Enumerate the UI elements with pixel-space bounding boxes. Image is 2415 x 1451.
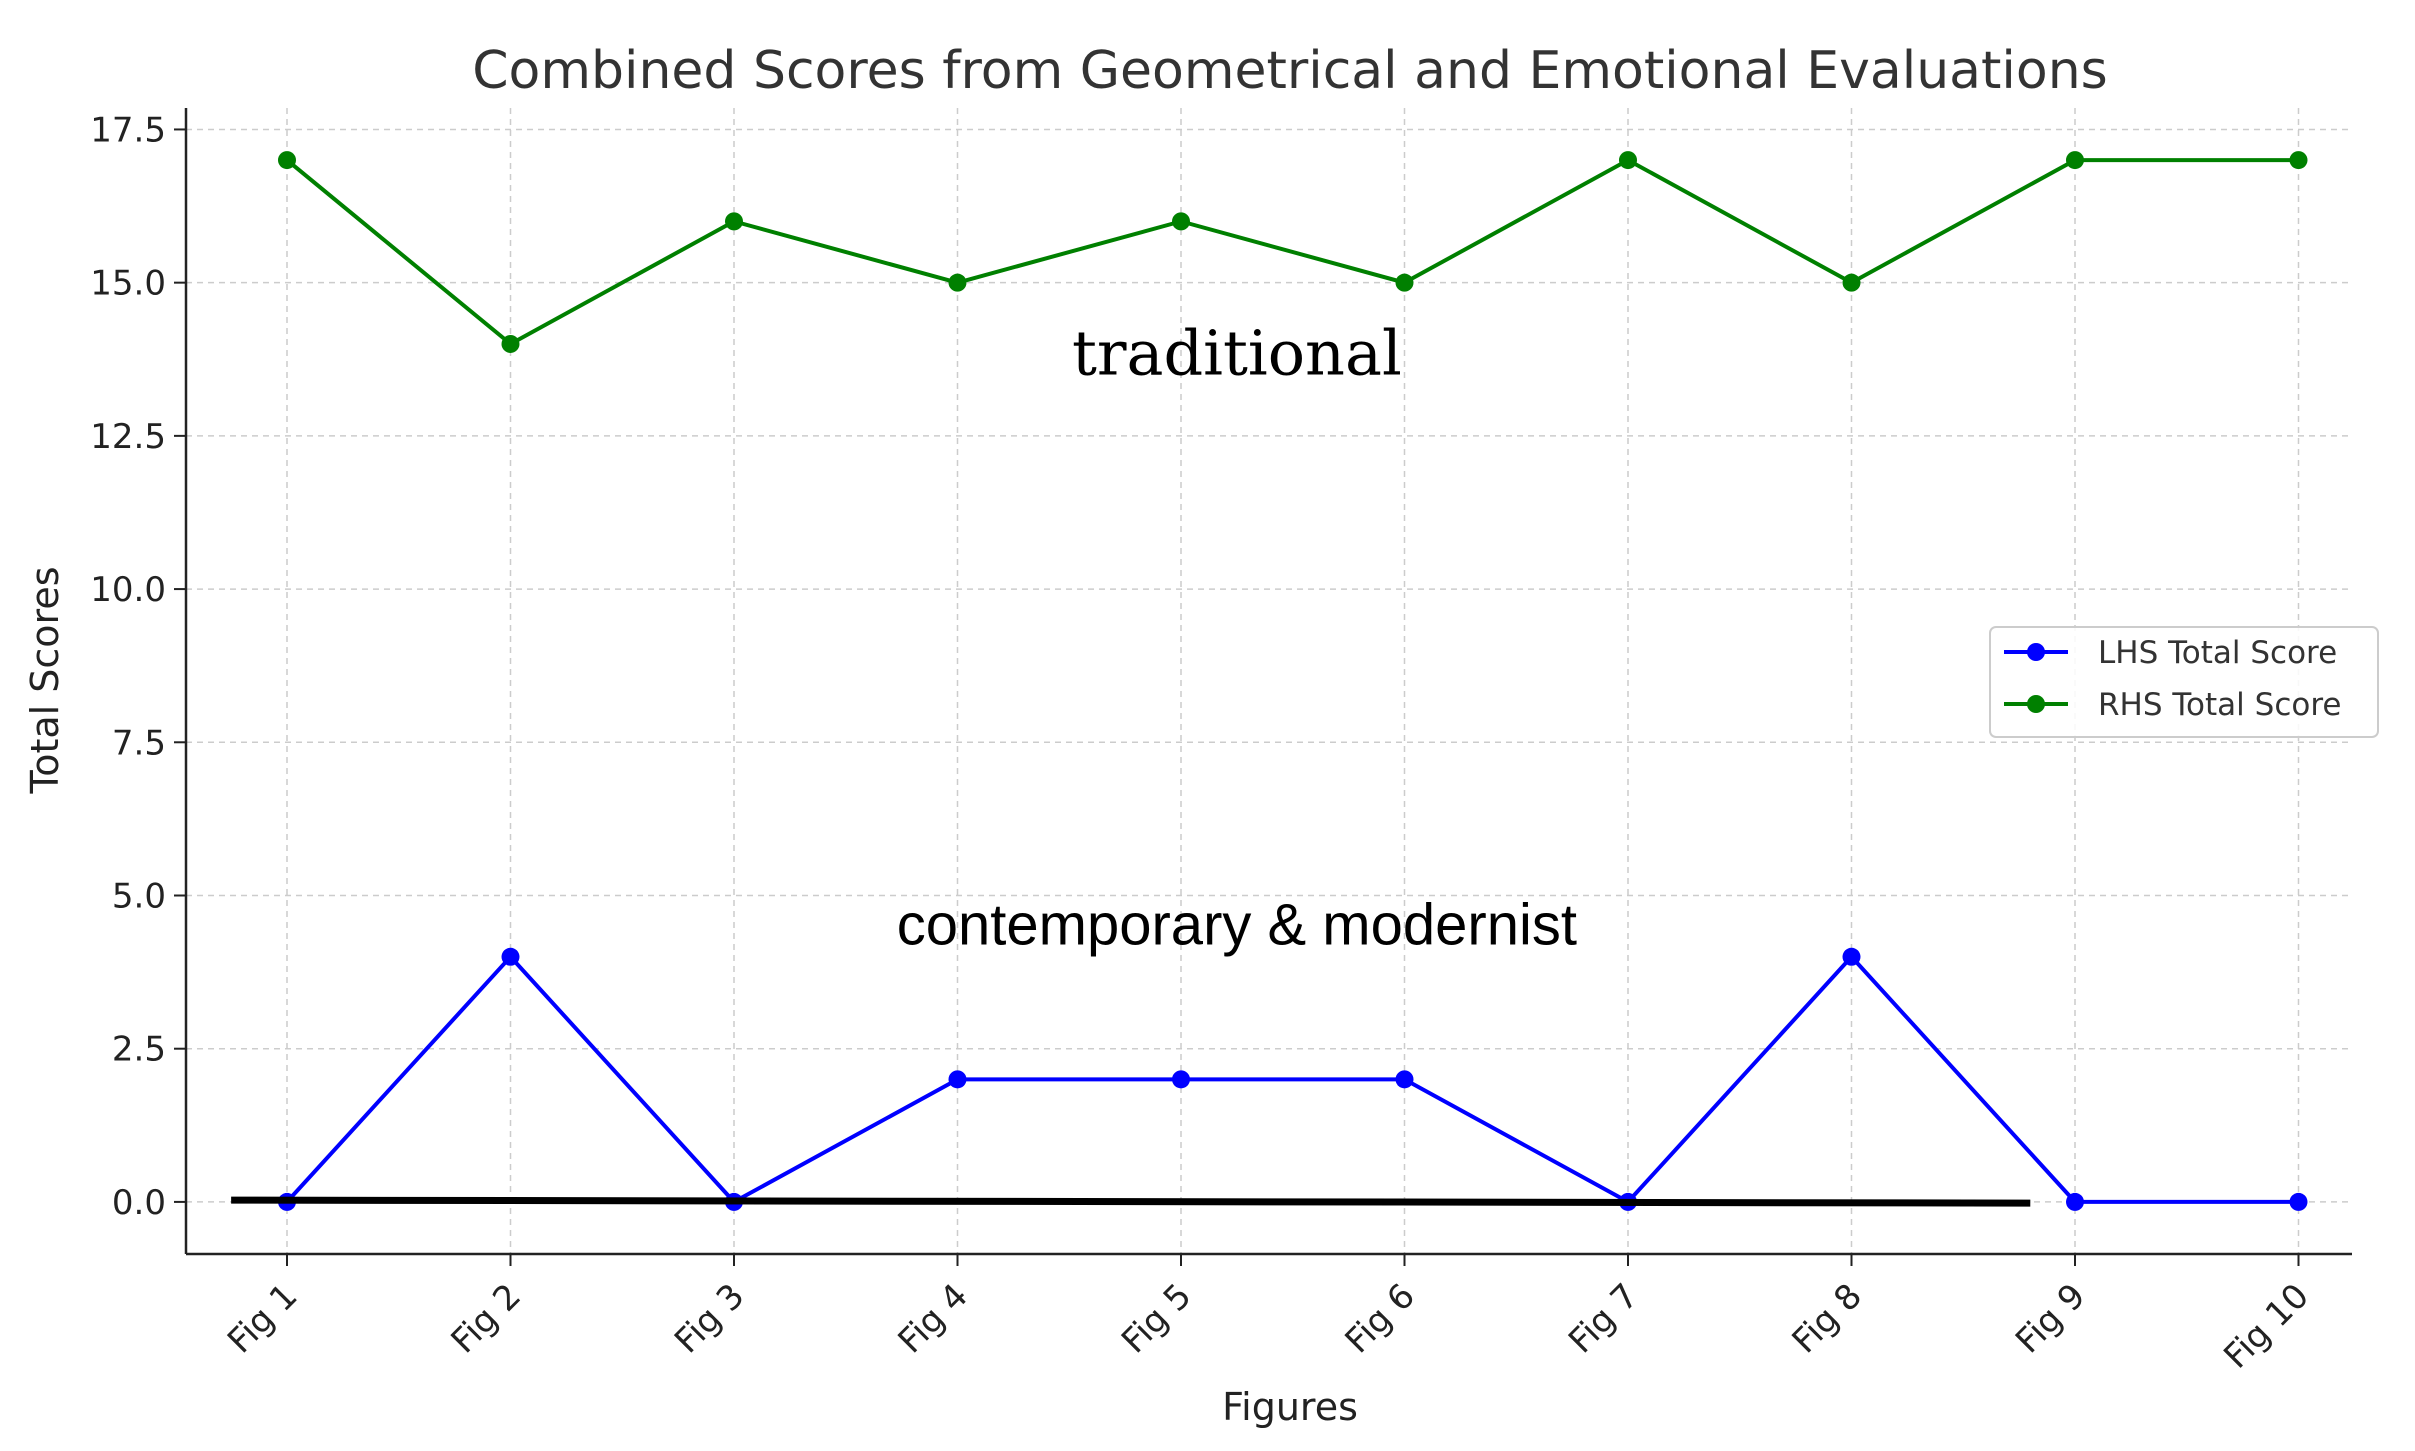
data-point-rhs: [501, 334, 520, 353]
data-point-lhs: [1395, 1070, 1414, 1089]
y-tick-label: 0.0: [112, 1183, 166, 1223]
data-point-rhs: [1842, 273, 1861, 292]
y-tick-label: 12.5: [90, 417, 166, 457]
axes: [174, 108, 2352, 1266]
y-tick-label: 2.5: [112, 1030, 166, 1070]
data-point-rhs: [1395, 273, 1414, 292]
y-axis-title: Total Scores: [23, 566, 67, 794]
data-point-rhs: [278, 151, 296, 170]
data-point-lhs: [1842, 947, 1861, 966]
legend-box: [1989, 626, 2379, 738]
legend: LHS Total Score RHS Total Score: [1989, 626, 2379, 738]
annotation-traditional: traditional: [1072, 317, 1402, 390]
series-line-rhs: [285, 158, 2299, 346]
legend-marker-lhs: [2027, 643, 2045, 661]
legend-marker-rhs: [2027, 695, 2045, 713]
annotation-contemporary-modernist: contemporary & modernist: [897, 893, 1577, 958]
y-tick-label: 17.5: [90, 110, 166, 150]
data-point-rhs: [1619, 151, 1637, 170]
baseline-stroke: [231, 1196, 2031, 1207]
y-tick-label: 15.0: [90, 264, 166, 304]
data-point-lhs: [948, 1070, 967, 1089]
series-layer: [278, 151, 2308, 1211]
x-axis-title: Figures: [1222, 1385, 1358, 1429]
y-tick-label: 10.0: [90, 570, 166, 610]
series-line-lhs: [285, 954, 2299, 1204]
data-point-rhs: [2289, 151, 2308, 170]
legend-label-rhs: RHS Total Score: [2098, 687, 2341, 723]
y-tick-label: 7.5: [112, 723, 166, 763]
baseline-layer: [231, 1196, 2031, 1207]
chart-title: Combined Scores from Geometrical and Emo…: [472, 41, 2108, 101]
data-point-lhs: [1172, 1070, 1190, 1089]
data-point-rhs: [725, 212, 743, 231]
legend-label-lhs: LHS Total Score: [2098, 635, 2337, 671]
y-tick-label: 5.0: [112, 876, 166, 916]
data-point-rhs: [2066, 151, 2084, 170]
data-point-rhs: [1172, 212, 1190, 231]
data-point-lhs: [2289, 1192, 2308, 1211]
data-point-rhs: [948, 273, 967, 292]
data-point-lhs: [501, 947, 520, 966]
data-point-lhs: [2066, 1192, 2084, 1211]
